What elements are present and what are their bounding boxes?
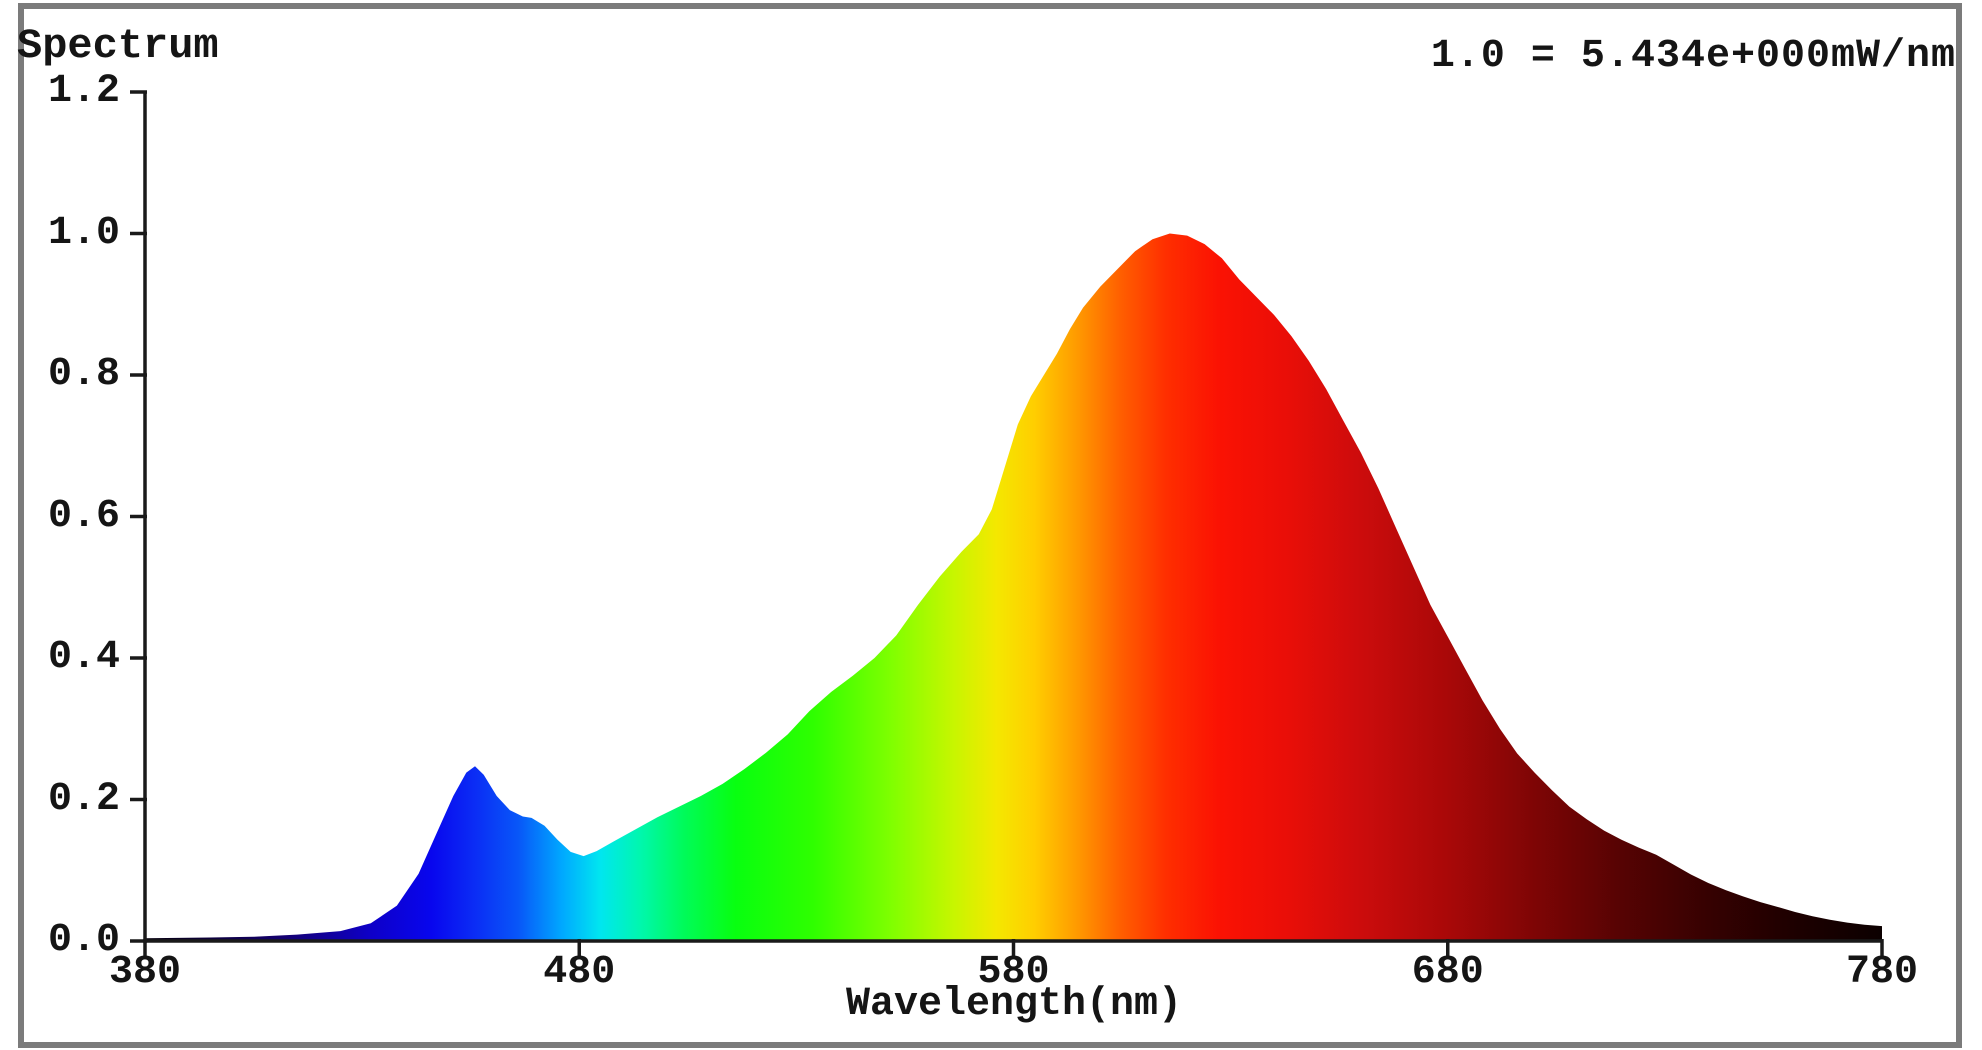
x-tick-label: 380	[108, 950, 181, 995]
y-tick-label: 0.2	[47, 776, 120, 822]
x-tick-label: 580	[977, 950, 1050, 995]
spectrum-area-series	[145, 233, 1882, 941]
y-tick-label: 1.2	[47, 69, 120, 114]
x-tick-label: 480	[543, 950, 616, 995]
chart-title: Spectrum	[17, 22, 219, 70]
y-tick-label: 0.8	[47, 352, 120, 397]
x-tick-label: 780	[1845, 950, 1918, 995]
scale-annotation: 1.0 = 5.434e+000mW/nm	[1430, 34, 1956, 79]
y-tick-label: 1.0	[47, 210, 120, 256]
y-tick-label: 0.0	[47, 918, 120, 963]
y-tick-label: 0.4	[47, 635, 120, 680]
y-tick-label: 0.6	[47, 493, 120, 539]
x-axis-title: Wavelength(nm)	[845, 982, 1183, 1027]
window-frame	[18, 3, 1962, 1048]
x-tick-label: 680	[1411, 950, 1484, 995]
